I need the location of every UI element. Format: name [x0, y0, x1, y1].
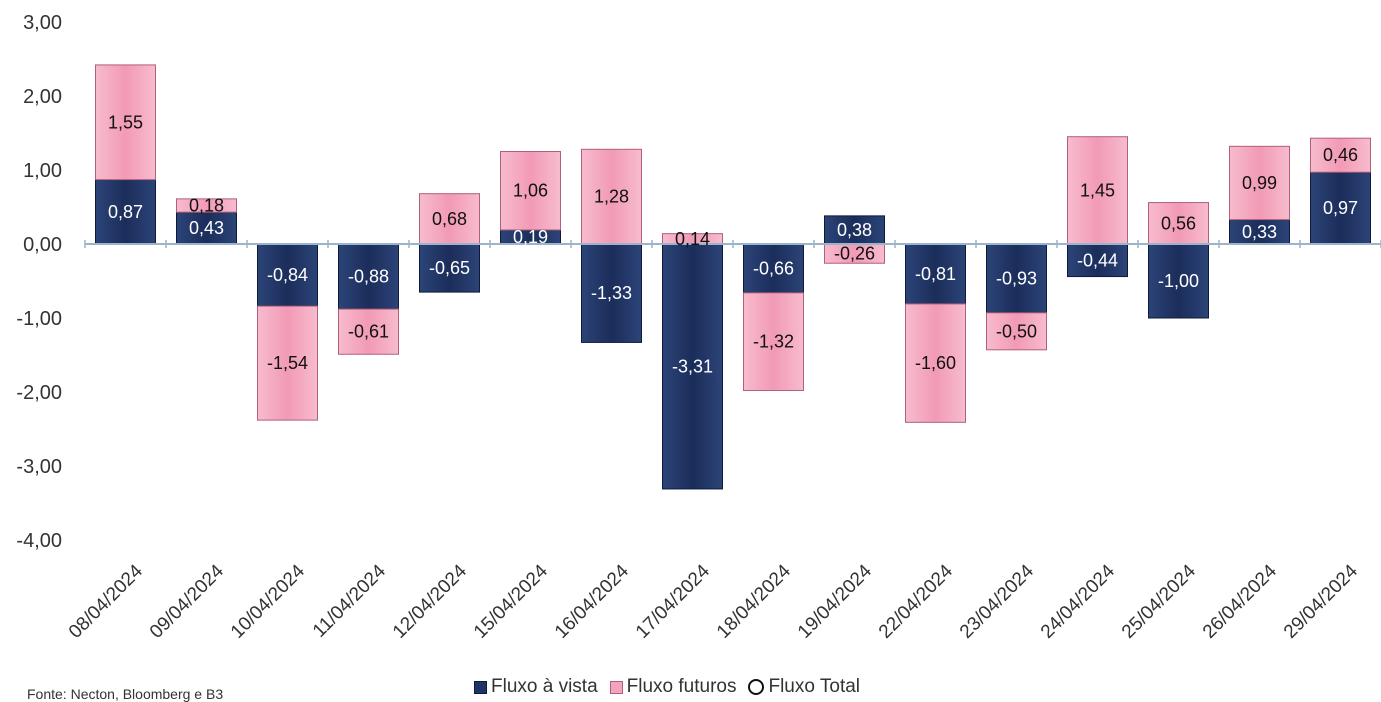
x-tick-label: 24/04/2024	[1037, 560, 1119, 642]
bar-futuros	[95, 64, 156, 181]
bar-futuros	[1310, 137, 1371, 173]
zero-axis-line	[84, 240, 1381, 248]
bar-futuros	[986, 312, 1047, 351]
bar-futuros	[176, 198, 237, 213]
x-tick-label: 29/04/2024	[1280, 560, 1362, 642]
bar-futuros	[500, 151, 561, 231]
x-tick-label: 12/04/2024	[389, 560, 471, 642]
data-label: 0,18	[189, 196, 224, 216]
legend-swatch-total	[748, 679, 765, 695]
legend-item-futuros: Fluxo futuros	[609, 676, 737, 698]
bar-vista	[1148, 243, 1209, 319]
data-label: -1,54	[267, 353, 308, 373]
bar-futuros	[905, 303, 966, 423]
x-tick-label: 18/04/2024	[713, 560, 795, 642]
y-tick-label: -4,00	[16, 530, 62, 552]
y-tick-label: -1,00	[16, 308, 62, 330]
x-tick-label: 17/04/2024	[632, 560, 714, 642]
y-tick-label: -2,00	[16, 382, 62, 404]
legend-label-futuros: Fluxo futuros	[626, 676, 737, 697]
y-tick-label: 2,00	[23, 86, 62, 108]
data-label: 0,87	[108, 202, 143, 222]
bar-vista	[986, 243, 1047, 314]
data-label: 0,46	[1323, 145, 1358, 165]
bar-vista	[419, 243, 480, 293]
data-label: 1,06	[513, 181, 548, 201]
data-label: -0,65	[429, 258, 470, 278]
bar-vista	[1310, 171, 1371, 245]
data-label: 0,33	[1242, 222, 1277, 242]
legend-item-vista: Fluxo à vista	[474, 676, 598, 698]
data-label: -0,50	[996, 321, 1037, 341]
legend-label-vista: Fluxo à vista	[491, 676, 598, 697]
data-label: -0,84	[267, 265, 308, 285]
x-tick-label: 08/04/2024	[65, 560, 147, 642]
bar-futuros	[257, 305, 318, 421]
data-label: -0,26	[834, 244, 875, 264]
x-tick-label: 25/04/2024	[1118, 560, 1200, 642]
y-axis: 3,00 2,00 1,00 0,00 -1,00 -2,00 -3,00 -4,00	[16, 12, 62, 552]
x-tick-label: 23/04/2024	[956, 560, 1038, 642]
data-label: -1,00	[1158, 271, 1199, 291]
data-label: -0,81	[915, 264, 956, 284]
data-label: -0,88	[348, 267, 389, 287]
legend-swatch-futuros	[609, 680, 623, 694]
legend-label-total: Fluxo Total	[768, 676, 861, 697]
bar-futuros	[338, 308, 399, 355]
data-labels: 0,87 1,55 0,430,18 -0,84 -1,54 -0,88 -0,61 -0,6…	[108, 112, 1358, 376]
x-tick-label: 19/04/2024	[794, 560, 876, 642]
bar-vista	[1067, 243, 1128, 278]
x-tick-label: 16/04/2024	[551, 560, 633, 642]
legend-item-total: Fluxo Total	[748, 676, 860, 698]
data-label: 0,97	[1323, 198, 1358, 218]
bar-futuros	[1148, 202, 1209, 245]
data-label: -1,60	[915, 353, 956, 373]
bar-futuros	[1067, 136, 1128, 245]
data-label: -0,93	[996, 268, 1037, 288]
x-tick-label: 26/04/2024	[1199, 560, 1281, 642]
data-label: 0,68	[432, 209, 467, 229]
bar-vista	[662, 243, 723, 490]
data-label: 1,45	[1080, 180, 1115, 200]
data-label: -0,44	[1077, 250, 1118, 270]
y-tick-label: -3,00	[16, 456, 62, 478]
source-note: Fonte: Necton, Bloomberg e B3	[27, 686, 224, 702]
x-tick-label: 09/04/2024	[146, 560, 228, 642]
data-label: -0,66	[753, 258, 794, 278]
data-label: 0,43	[189, 218, 224, 238]
x-tick-label: 10/04/2024	[227, 560, 309, 642]
data-label: -1,33	[591, 283, 632, 303]
data-label: 0,19	[513, 227, 548, 247]
y-tick-label: 1,00	[23, 160, 62, 182]
bar-vista	[95, 179, 156, 245]
data-label: -1,32	[753, 332, 794, 352]
data-label: 0,14	[675, 229, 710, 249]
data-label: 0,99	[1242, 173, 1277, 193]
y-tick-label: 0,00	[23, 234, 62, 256]
data-label: -3,31	[672, 356, 713, 376]
data-label: 1,28	[594, 187, 629, 207]
y-tick-label: 3,00	[23, 12, 62, 34]
bar-futuros	[581, 148, 642, 245]
legend: Fluxo à vista Fluxo futuros Fluxo Total	[474, 676, 860, 698]
data-label: 0,56	[1161, 213, 1196, 233]
data-label: -0,61	[348, 322, 389, 342]
bar-futuros	[743, 292, 804, 392]
legend-swatch-vista	[474, 680, 487, 694]
data-label: 0,38	[837, 220, 872, 240]
bar-vista	[581, 243, 642, 343]
x-tick-label: 15/04/2024	[470, 560, 552, 642]
data-label: 1,55	[108, 112, 143, 132]
bar-futuros	[1229, 145, 1290, 221]
bar-vista	[1229, 219, 1290, 245]
bar-futuros	[419, 193, 480, 245]
x-tick-label: 11/04/2024	[309, 560, 390, 641]
x-tick-label: 22/04/2024	[875, 560, 957, 642]
bars	[95, 64, 1371, 490]
